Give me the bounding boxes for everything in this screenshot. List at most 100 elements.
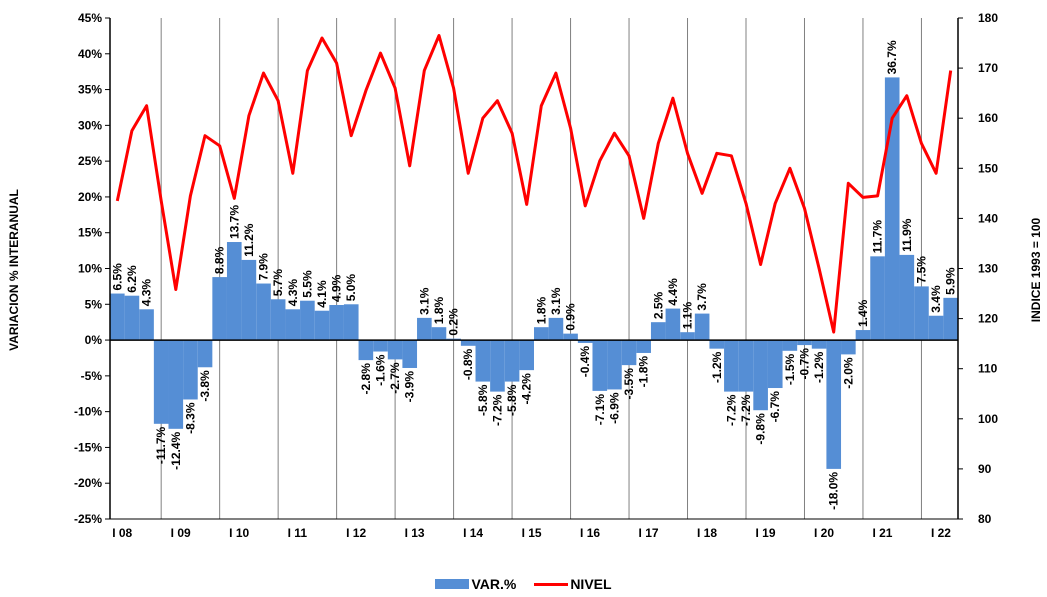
x-tick-label: I 21 bbox=[872, 526, 892, 540]
x-tick-label: I 09 bbox=[171, 526, 191, 540]
x-ticks: I 08 I 09 I 10 I 11 I 12 I 13 I 14 I 15 I 16 I 17… bbox=[112, 526, 951, 540]
right-tick-label: 150 bbox=[978, 161, 998, 175]
bar-label: -3.8% bbox=[198, 370, 212, 402]
x-tick-label: I 18 bbox=[697, 526, 717, 540]
bar bbox=[811, 340, 827, 349]
bar bbox=[197, 340, 213, 368]
bar bbox=[548, 317, 564, 341]
left-tick-label: 10% bbox=[78, 262, 102, 276]
bar-label: 6.2% bbox=[125, 265, 139, 293]
legend: VAR.% NIVEL bbox=[0, 576, 1047, 592]
bar-label: -12.4% bbox=[169, 431, 183, 469]
bar-label: 7.9% bbox=[257, 253, 271, 281]
bar bbox=[914, 286, 929, 341]
bar bbox=[577, 340, 593, 343]
bar-label: -1.8% bbox=[637, 356, 651, 388]
bar-label: 7.5% bbox=[914, 256, 928, 284]
left-tick-label: 15% bbox=[78, 226, 102, 240]
bar-labels: 6.5% 6.2% 4.3%-11.7% -12.4%-8.3%-3.8%8.8%13… bbox=[110, 40, 957, 510]
bar bbox=[343, 304, 359, 341]
bar-label: -1.5% bbox=[783, 353, 797, 385]
left-tick-label: -25% bbox=[74, 512, 102, 526]
bar bbox=[724, 340, 739, 392]
bar bbox=[680, 332, 695, 341]
legend-label-nivel: NIVEL bbox=[570, 576, 612, 592]
bar-label: -11.7% bbox=[154, 426, 168, 464]
bar bbox=[504, 340, 520, 382]
bar-label: -2.7% bbox=[388, 362, 402, 394]
bar-label: -2.0% bbox=[841, 357, 855, 389]
right-tick-label: 160 bbox=[978, 111, 998, 125]
bar bbox=[563, 333, 578, 341]
bar-label: -18.0% bbox=[827, 472, 841, 510]
bar bbox=[826, 340, 842, 469]
bar-label: 1.8% bbox=[432, 297, 446, 325]
legend-swatch-line bbox=[534, 582, 569, 586]
left-tick-label: -5% bbox=[81, 369, 103, 383]
x-tick-label: I 15 bbox=[522, 526, 542, 540]
bar bbox=[256, 283, 271, 341]
bar bbox=[665, 308, 681, 341]
bar bbox=[782, 340, 798, 351]
nivel-line bbox=[115, 34, 953, 334]
bar-label: 0.9% bbox=[564, 303, 578, 331]
bar-label: 2.5% bbox=[651, 291, 665, 319]
bar bbox=[870, 256, 885, 341]
bar bbox=[490, 340, 505, 392]
bar bbox=[592, 340, 608, 391]
right-tick-label: 120 bbox=[978, 312, 998, 326]
bar-label: -7.1% bbox=[593, 394, 607, 426]
bar-label: 8.8% bbox=[213, 246, 227, 274]
x-tick-label: I 20 bbox=[814, 526, 834, 540]
bar bbox=[475, 340, 491, 382]
bar bbox=[636, 340, 651, 353]
bar-label: -4.2% bbox=[520, 373, 534, 405]
bar-label: -3.9% bbox=[403, 371, 417, 403]
bar bbox=[855, 330, 871, 341]
bar bbox=[226, 242, 242, 341]
bar-label: 5.0% bbox=[344, 274, 358, 302]
bar bbox=[168, 340, 184, 429]
bar-label: 1.4% bbox=[856, 299, 870, 327]
right-tick-label: 90 bbox=[978, 462, 992, 476]
bar bbox=[110, 293, 125, 341]
bar-label: 3.7% bbox=[695, 283, 709, 311]
bar bbox=[300, 300, 315, 341]
bar bbox=[314, 310, 330, 341]
bar-label: 13.7% bbox=[227, 205, 241, 239]
chart: 6.5% 6.2% 4.3%-11.7% -12.4%-8.3%-3.8%8.8%13… bbox=[7, 11, 1043, 540]
bar bbox=[270, 299, 286, 341]
x-tick-label: I 22 bbox=[931, 526, 951, 540]
x-tick-label: I 13 bbox=[405, 526, 425, 540]
bar-label: -8.3% bbox=[183, 402, 197, 434]
right-tick-label: 180 bbox=[978, 11, 998, 25]
line-layer bbox=[115, 34, 953, 334]
bar-label: -0.8% bbox=[461, 348, 475, 380]
bar bbox=[738, 340, 754, 392]
bar bbox=[431, 327, 447, 341]
bar bbox=[373, 340, 388, 352]
bar bbox=[797, 340, 812, 346]
right-tick-label: 140 bbox=[978, 211, 998, 225]
bar bbox=[943, 297, 958, 341]
bar-label: -1.2% bbox=[812, 351, 826, 383]
left-tick-label: 20% bbox=[78, 190, 102, 204]
x-tick-label: I 10 bbox=[229, 526, 249, 540]
bar-label: -7.2% bbox=[490, 394, 504, 426]
bar bbox=[153, 340, 169, 424]
bar-label: -5.8% bbox=[476, 384, 490, 416]
bar-label: 5.9% bbox=[944, 267, 958, 295]
right-ticks: 80 90 100 110 120 130 140 150 160 170 180 bbox=[958, 11, 998, 526]
bar-label: 4.3% bbox=[286, 279, 300, 307]
bar bbox=[650, 322, 666, 341]
left-tick-label: -15% bbox=[74, 440, 102, 454]
bar-label: -3.5% bbox=[622, 368, 636, 400]
bar bbox=[139, 309, 154, 341]
bar bbox=[417, 317, 432, 341]
x-tick-label: I 14 bbox=[463, 526, 483, 540]
bar-label: -6.7% bbox=[768, 391, 782, 423]
bar-label: 4.9% bbox=[330, 274, 344, 302]
left-tick-label: 5% bbox=[85, 297, 103, 311]
left-tick-label: 30% bbox=[78, 118, 102, 132]
bar-label: 11.7% bbox=[871, 220, 885, 254]
